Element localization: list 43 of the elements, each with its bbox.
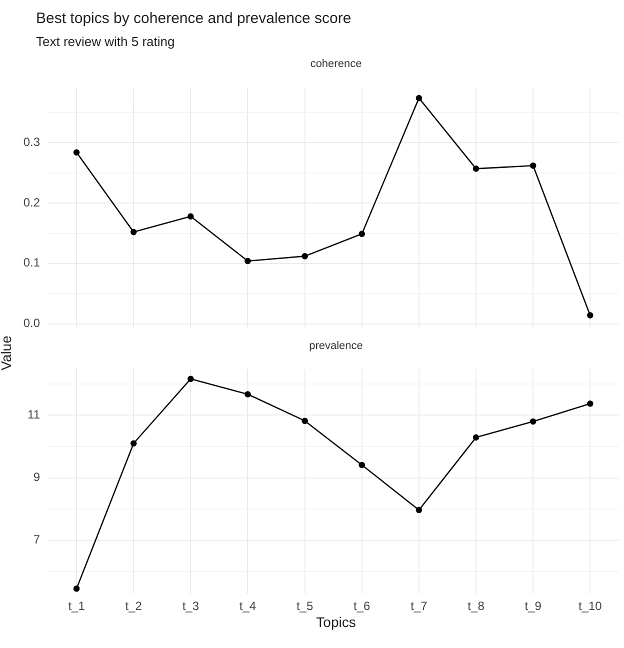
x-tick-label: t_3: [182, 599, 200, 614]
point: [416, 506, 422, 514]
point: [302, 418, 308, 424]
point: [244, 258, 251, 264]
point: [188, 213, 194, 220]
x-tick-label: t_5: [296, 599, 314, 614]
point: [587, 400, 594, 407]
x-axis-title: Topics: [315, 614, 357, 630]
y-tick-label: 7: [33, 532, 40, 547]
point: [244, 391, 251, 398]
point: [472, 434, 480, 441]
point: [188, 376, 194, 382]
x-tick-label: t_8: [468, 599, 485, 614]
x-tick-label: t_1: [68, 599, 86, 614]
y-tick-label: 11: [28, 408, 40, 422]
x-tick-label: t_10: [578, 599, 602, 614]
y-tick-label: 0.0: [23, 316, 40, 330]
point: [416, 94, 422, 102]
y-tick-label: 0.2: [23, 195, 40, 210]
x-tick-label: t_6: [354, 599, 371, 614]
text: prevalence: [308, 340, 364, 354]
point: [530, 418, 536, 425]
point: [302, 253, 308, 260]
x-tick-label: t_9: [524, 599, 542, 614]
point: [530, 162, 536, 169]
point: [73, 149, 80, 156]
chart-subtitle: Text review with 5 rating: [36, 34, 175, 49]
chart-title: Best topics by coherence and prevalence score: [36, 10, 352, 27]
y-tick-label: 9: [33, 470, 40, 484]
x-tick-label: t_4: [239, 599, 256, 614]
text: coherence: [309, 58, 363, 72]
point: [73, 585, 80, 592]
point: [587, 312, 594, 318]
x-tick-label: t_2: [125, 599, 142, 614]
y-tick-label: 0.1: [23, 256, 40, 270]
x-tick-label: t_7: [410, 599, 428, 614]
point: [472, 166, 480, 172]
point: [130, 228, 137, 236]
y-tick-label: 0.3: [23, 135, 40, 150]
point: [358, 230, 366, 238]
point: [358, 462, 366, 468]
point: [130, 440, 137, 447]
y-axis-title: Value: [0, 334, 14, 372]
